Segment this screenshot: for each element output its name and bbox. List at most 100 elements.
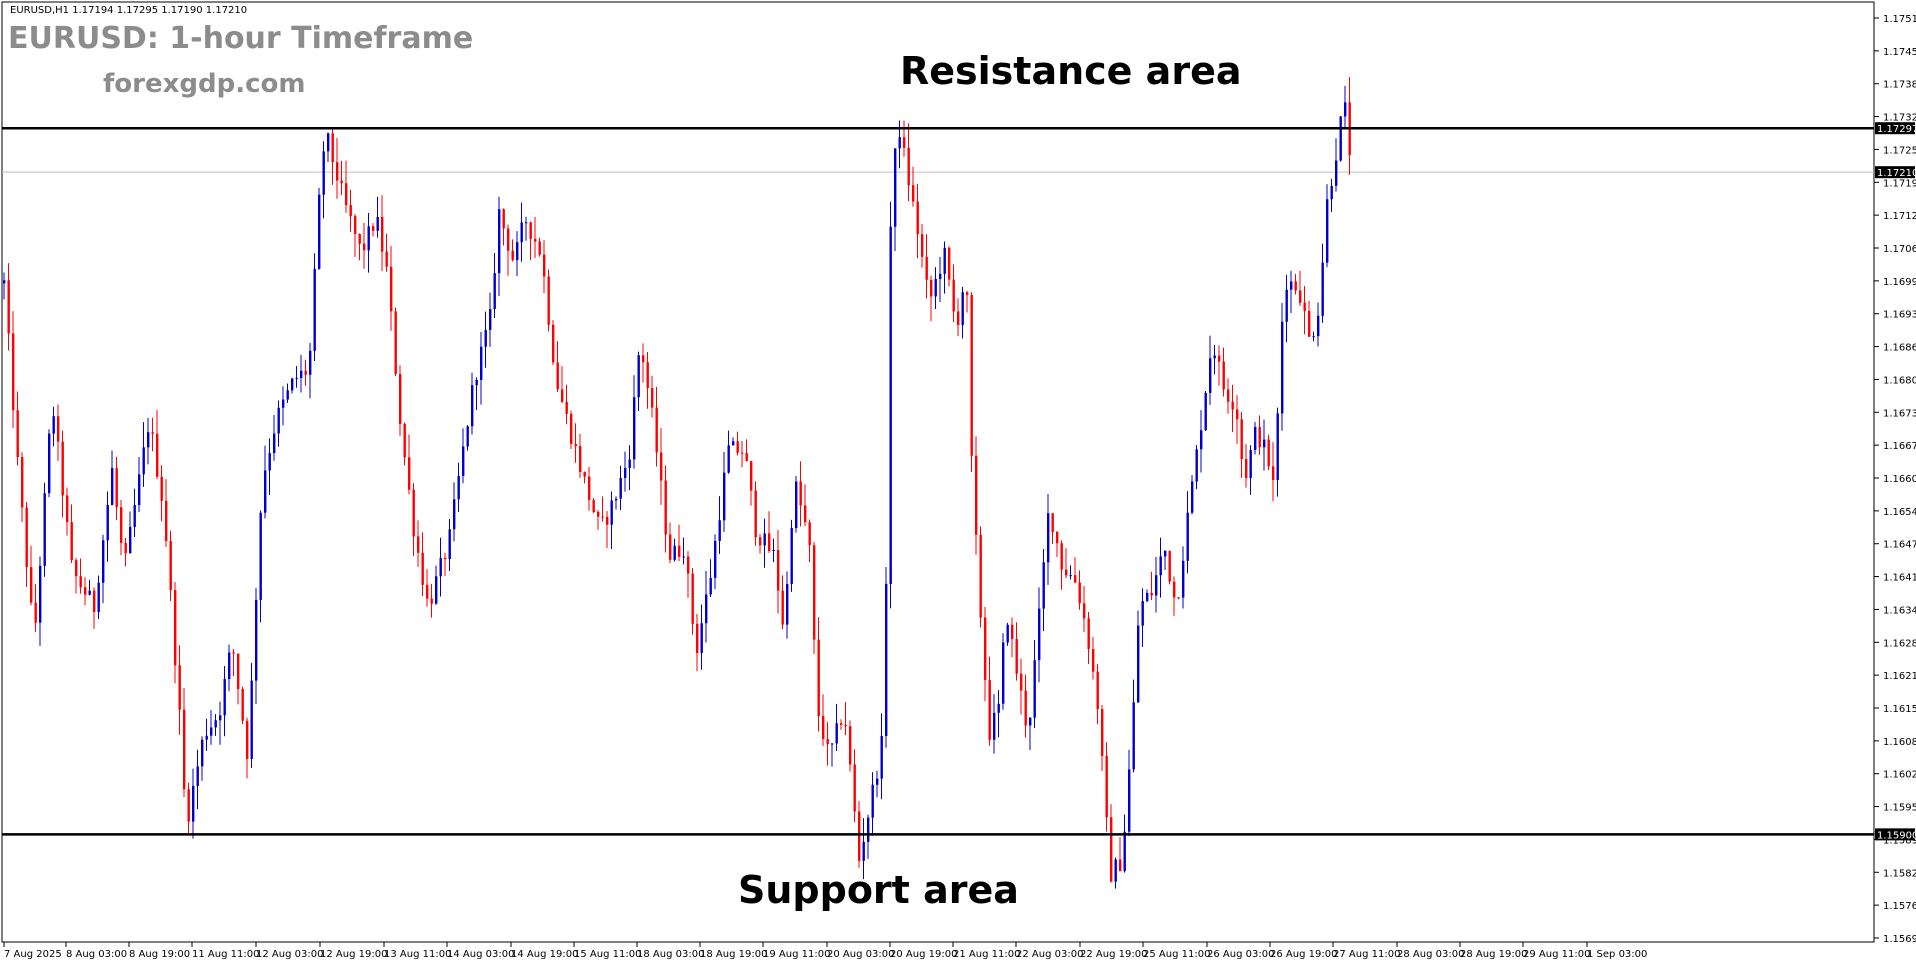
candle-body (430, 598, 433, 604)
candle-body (70, 522, 73, 561)
candle-body (700, 623, 703, 653)
candle-body (462, 446, 465, 476)
candle-body (318, 194, 321, 269)
candle-body (489, 309, 492, 330)
candle-body (403, 423, 406, 458)
candle-body (849, 726, 852, 765)
candle-body (570, 413, 573, 444)
x-tick-label: 25 Aug 11:00 (1143, 949, 1210, 960)
candles (3, 77, 1351, 889)
candle-body (817, 639, 820, 717)
candle-body (417, 536, 420, 553)
resistance-price-tag (1875, 122, 1915, 135)
candle-body (1123, 831, 1126, 872)
candle-body (840, 723, 843, 725)
candle-body (151, 432, 154, 434)
candle-body (853, 764, 856, 812)
candle-body (3, 280, 6, 284)
candle-body (93, 590, 96, 612)
candle-body (43, 493, 46, 566)
candle-body (115, 468, 118, 508)
x-tick-label: 20 Aug 19:00 (890, 949, 957, 960)
candle-body (385, 251, 388, 267)
candle-body (588, 476, 591, 501)
candle-body (444, 557, 447, 560)
candle-body (1114, 859, 1117, 882)
candle-body (192, 785, 195, 822)
candle-body (768, 533, 771, 551)
x-tick-label: 7 Aug 2025 (4, 949, 62, 960)
candle-body (34, 602, 37, 623)
candle-body (808, 522, 811, 546)
x-tick-label: 15 Aug 11:00 (574, 949, 641, 960)
y-tick-label: 1.16670 (1883, 441, 1916, 452)
candle-body (772, 550, 775, 552)
candle-body (88, 590, 91, 595)
candle-body (696, 623, 699, 653)
candle-body (255, 599, 258, 681)
candle-body (237, 653, 240, 690)
candle-body (228, 652, 231, 680)
candle-body (25, 507, 28, 568)
candle-body (219, 715, 222, 721)
y-tick-label: 1.17385 (1883, 80, 1916, 91)
candle-body (84, 587, 87, 595)
candle-body (552, 324, 555, 363)
candle-body (777, 550, 780, 591)
plot-area[interactable] (1, 1, 1875, 943)
candle-body (165, 500, 168, 541)
candle-body (196, 766, 199, 786)
candle-body (543, 254, 546, 277)
candle-body (606, 516, 609, 525)
candle-body (957, 311, 960, 326)
chart-title-watermark: EURUSD: 1-hour Timeframe (8, 21, 473, 56)
x-tick-label: 20 Aug 03:00 (827, 949, 894, 960)
candle-body (907, 147, 910, 186)
candle-body (673, 545, 676, 560)
y-tick-label: 1.16995 (1883, 277, 1916, 288)
candle-body (610, 500, 613, 525)
candle-body (511, 250, 514, 261)
candle-body (556, 362, 559, 390)
candle-body (160, 476, 163, 501)
candle-body (102, 540, 105, 583)
candle-body (592, 500, 595, 513)
y-tick-label: 1.17320 (1883, 113, 1916, 124)
candle-body (390, 266, 393, 312)
candle-body (174, 590, 177, 666)
candle-body (790, 528, 793, 585)
candle-body (718, 520, 721, 541)
candle-body (966, 292, 969, 296)
candle-body (471, 385, 474, 427)
candle-body (624, 467, 627, 479)
candle-body (1276, 413, 1279, 481)
candle-body (268, 453, 271, 471)
candle-body (169, 540, 172, 591)
site-watermark: forexgdp.com (103, 69, 305, 99)
candle-body (1042, 562, 1045, 609)
resistance-area-label: Resistance area (900, 49, 1241, 93)
candle-body (426, 584, 429, 599)
x-tick-label: 28 Aug 03:00 (1397, 949, 1464, 960)
candle-body (187, 789, 190, 822)
candle-body (66, 495, 69, 523)
candle-body (948, 247, 951, 280)
candle-body (763, 533, 766, 546)
candle-body (1083, 603, 1086, 619)
candle-body (1141, 601, 1144, 626)
x-tick-label: 27 Aug 11:00 (1333, 949, 1400, 960)
candle-body (1177, 597, 1180, 599)
candle-body (7, 280, 10, 334)
candle-body (304, 370, 307, 375)
candle-body (241, 689, 244, 721)
candle-body (1312, 336, 1315, 338)
candle-body (687, 556, 690, 574)
candle-body (903, 137, 906, 148)
candle-body (1335, 160, 1338, 186)
candle-body (916, 201, 919, 235)
y-tick-label: 1.16475 (1883, 540, 1916, 551)
candle-body (1299, 290, 1302, 303)
candle-body (259, 512, 262, 600)
candle-body (367, 226, 370, 251)
